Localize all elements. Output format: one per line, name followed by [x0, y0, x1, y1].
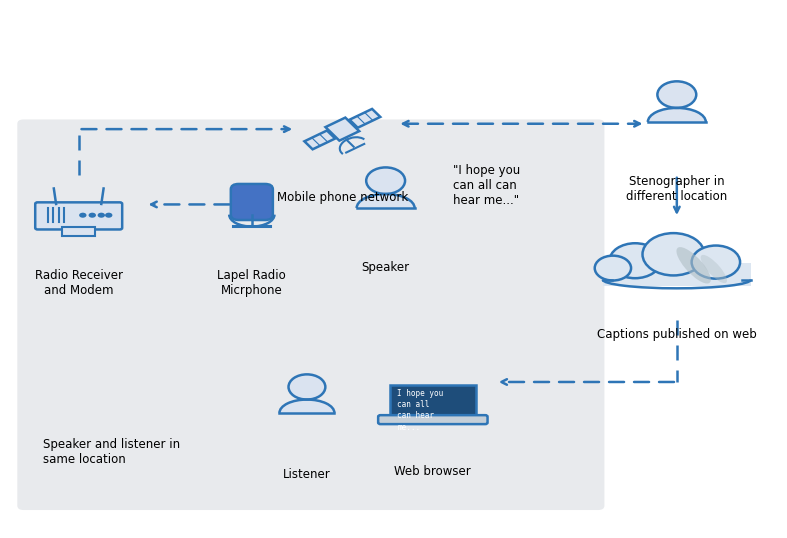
Circle shape: [366, 167, 405, 194]
Circle shape: [105, 213, 113, 218]
Circle shape: [642, 233, 704, 275]
FancyBboxPatch shape: [379, 415, 488, 424]
Bar: [603, 264, 751, 286]
Polygon shape: [305, 131, 335, 150]
Polygon shape: [326, 118, 359, 140]
Circle shape: [692, 245, 740, 279]
Circle shape: [79, 213, 87, 218]
Text: Stenographer in
different location: Stenographer in different location: [626, 175, 727, 203]
Circle shape: [89, 213, 96, 218]
Bar: [62, 227, 95, 236]
Text: Web browser: Web browser: [394, 465, 471, 478]
Circle shape: [610, 243, 660, 278]
Ellipse shape: [677, 247, 711, 284]
Text: Listener: Listener: [283, 468, 331, 481]
Text: Mobile phone network: Mobile phone network: [277, 191, 408, 204]
Circle shape: [98, 213, 105, 218]
FancyBboxPatch shape: [35, 202, 122, 230]
FancyBboxPatch shape: [17, 119, 604, 510]
Text: Radio Receiver
and Modem: Radio Receiver and Modem: [35, 269, 123, 297]
FancyBboxPatch shape: [231, 184, 273, 220]
Text: Speaker and listener in
same location: Speaker and listener in same location: [43, 438, 180, 466]
Polygon shape: [349, 109, 380, 128]
Circle shape: [289, 374, 325, 400]
Circle shape: [657, 81, 696, 108]
Text: I hope you
can all
can hear
me...: I hope you can all can hear me...: [397, 389, 444, 431]
Ellipse shape: [700, 255, 727, 283]
Circle shape: [595, 256, 631, 280]
Polygon shape: [279, 400, 334, 413]
Bar: [390, 385, 476, 418]
Text: Speaker: Speaker: [361, 261, 410, 274]
Text: Lapel Radio
Micrphone: Lapel Radio Micrphone: [217, 269, 286, 297]
Text: "I hope you
can all can
hear me...": "I hope you can all can hear me...": [453, 164, 519, 207]
Polygon shape: [357, 194, 415, 208]
Polygon shape: [648, 108, 706, 122]
Text: Captions published on web: Captions published on web: [597, 328, 756, 341]
